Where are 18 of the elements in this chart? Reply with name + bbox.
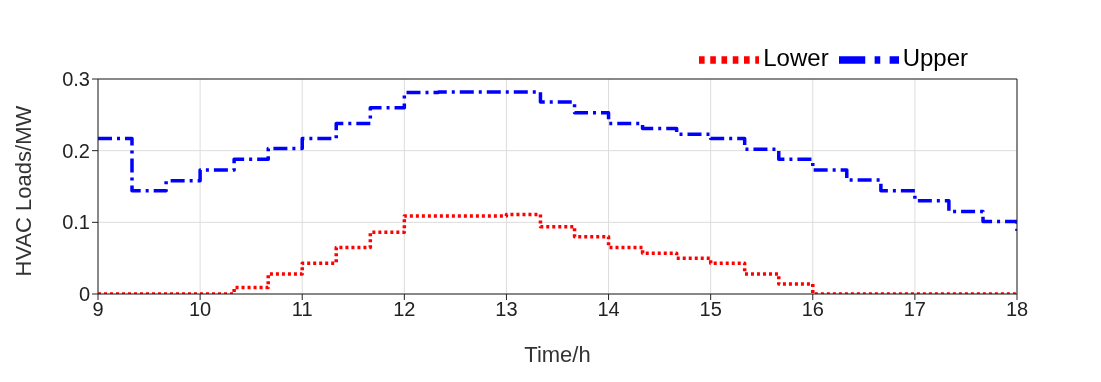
y-tick-label: 0.1: [62, 211, 90, 234]
legend-label: Upper: [902, 44, 968, 72]
x-tick-label: 12: [393, 298, 416, 321]
legend-label: Lower: [763, 44, 829, 72]
x-tick-label: 14: [597, 298, 620, 321]
x-tick-label: 16: [801, 298, 824, 321]
x-tick-label: 9: [92, 298, 104, 321]
x-tick-label: 15: [699, 298, 722, 321]
y-tick-label: 0.2: [62, 139, 90, 162]
x-tick-label: 11: [291, 298, 313, 321]
y-tick-label: 0.3: [62, 68, 90, 91]
x-tick-label: 18: [1005, 298, 1029, 321]
y-tick-label: 0: [78, 283, 90, 306]
x-axis-title: Time/h: [524, 342, 591, 367]
x-tick-label: 13: [495, 298, 518, 321]
y-axis-title: HVAC Loads/MW: [10, 105, 36, 277]
x-tick-label: 17: [903, 298, 927, 321]
x-tick-label: 10: [188, 298, 212, 321]
